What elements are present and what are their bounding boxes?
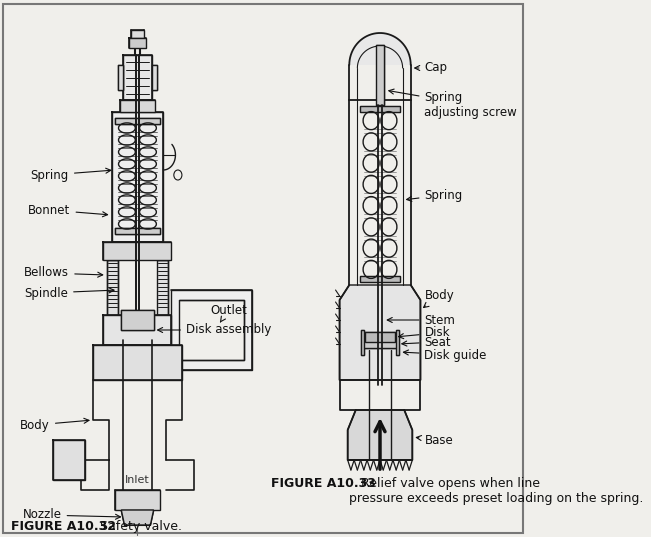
Text: Base: Base xyxy=(417,433,453,446)
Text: Stem: Stem xyxy=(387,314,455,326)
Text: Outlet: Outlet xyxy=(210,303,247,322)
Text: FIGURE A10.32: FIGURE A10.32 xyxy=(11,520,117,533)
Text: Disk assembly: Disk assembly xyxy=(158,323,271,337)
Bar xyxy=(123,55,152,100)
Text: Spindle: Spindle xyxy=(24,287,114,300)
Polygon shape xyxy=(348,410,412,460)
Text: Spring
adjusting screw: Spring adjusting screw xyxy=(389,89,518,119)
Text: Spring: Spring xyxy=(407,188,463,201)
Bar xyxy=(120,100,155,112)
Bar xyxy=(115,228,160,234)
Polygon shape xyxy=(350,33,411,65)
Text: Body: Body xyxy=(424,288,454,308)
Bar xyxy=(362,340,398,348)
Text: Disk: Disk xyxy=(398,326,450,339)
Bar xyxy=(376,45,384,105)
Bar xyxy=(171,290,252,370)
Text: Cap: Cap xyxy=(415,62,447,75)
Bar xyxy=(396,330,400,355)
Text: Safety valve.: Safety valve. xyxy=(88,520,182,533)
Bar xyxy=(104,315,171,345)
Bar xyxy=(111,112,163,242)
Bar xyxy=(180,300,244,360)
Text: Seat: Seat xyxy=(402,336,451,349)
Text: Bonnet: Bonnet xyxy=(28,204,107,217)
Text: Bellows: Bellows xyxy=(24,266,103,279)
Bar xyxy=(360,276,400,282)
Bar xyxy=(121,310,154,330)
Bar xyxy=(365,332,395,342)
Text: Nozzle: Nozzle xyxy=(23,509,120,521)
Polygon shape xyxy=(121,510,154,525)
Bar xyxy=(131,30,144,38)
Bar xyxy=(361,330,364,355)
Bar xyxy=(115,118,160,124)
Bar xyxy=(157,260,168,315)
Bar xyxy=(115,490,160,510)
Bar xyxy=(104,242,171,260)
Bar xyxy=(53,440,85,480)
Bar xyxy=(107,260,118,315)
Text: FIGURE A10.33: FIGURE A10.33 xyxy=(271,477,376,490)
Bar xyxy=(360,106,400,112)
Bar xyxy=(152,65,157,90)
Polygon shape xyxy=(340,285,421,380)
Bar xyxy=(130,38,146,48)
Bar xyxy=(118,65,123,90)
Text: Inlet: Inlet xyxy=(125,475,150,485)
Text: Relief valve opens when line
pressure exceeds preset loading on the spring.: Relief valve opens when line pressure ex… xyxy=(350,477,644,505)
Text: Disk guide: Disk guide xyxy=(404,349,487,361)
Polygon shape xyxy=(93,345,182,380)
Text: Spring: Spring xyxy=(31,168,111,182)
Text: Body: Body xyxy=(20,418,89,432)
